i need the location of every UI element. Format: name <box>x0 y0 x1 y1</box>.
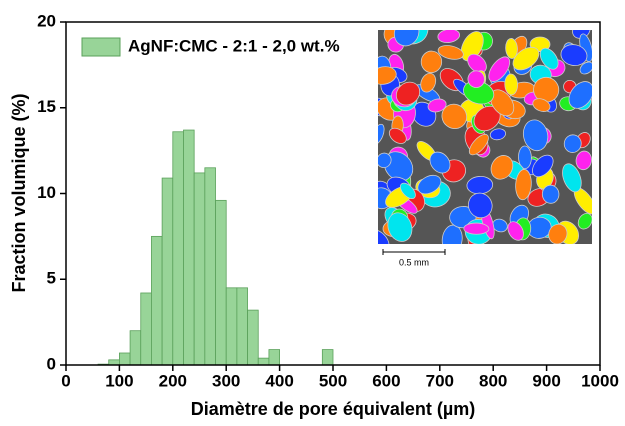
histogram-bar <box>236 287 248 366</box>
histogram-bar <box>215 199 227 366</box>
histogram-bar <box>225 287 238 366</box>
x-tick-label: 800 <box>479 371 507 390</box>
x-tick-label: 100 <box>105 371 133 390</box>
inset-grain <box>429 151 451 174</box>
x-axis-title: Diamètre de pore équivalent (µm) <box>191 399 475 419</box>
histogram-bar <box>204 167 216 366</box>
inset-grain <box>541 184 560 204</box>
y-tick-label: 10 <box>37 183 56 202</box>
inset-grain <box>563 134 582 153</box>
inset-grain <box>522 119 549 152</box>
inset-grain <box>488 56 511 82</box>
x-tick-label: 900 <box>532 371 560 390</box>
inset-grain <box>378 123 385 145</box>
inset-grain <box>512 46 540 71</box>
inset-grain <box>395 81 421 106</box>
inset-grain <box>437 45 464 60</box>
histogram-bar <box>129 330 142 366</box>
histogram-bar <box>140 292 152 366</box>
inset-grain <box>560 44 588 66</box>
y-tick-label: 15 <box>37 97 56 116</box>
inset-grain <box>518 145 532 170</box>
inset-grain <box>490 155 514 180</box>
histogram-bar <box>161 177 174 366</box>
histogram-bar <box>151 235 163 366</box>
x-tick-label: 1000 <box>581 371 619 390</box>
inset-grain <box>468 133 489 156</box>
inset-grain <box>417 174 442 195</box>
y-axis-title: Fraction volumique (%) <box>9 93 29 292</box>
legend-swatch <box>81 37 121 57</box>
inset-grain <box>505 38 518 59</box>
inset-grain <box>460 31 484 62</box>
inset-grain <box>467 70 485 89</box>
x-tick-label: 600 <box>372 371 400 390</box>
inset-grain <box>532 154 554 178</box>
x-tick-label: 500 <box>319 371 347 390</box>
y-tick-label: 20 <box>37 11 56 30</box>
histogram-bar <box>268 349 281 366</box>
inset-grain <box>393 30 420 47</box>
inset-grain <box>378 66 397 85</box>
inset-grain <box>420 50 443 74</box>
x-tick-label: 0 <box>61 371 70 390</box>
histogram-bar <box>119 352 131 366</box>
inset-grain <box>532 98 551 112</box>
inset-grain <box>387 212 413 242</box>
legend-label: AgNF:CMC - 2:1 - 2,0 wt.% <box>128 36 340 55</box>
inset-grain <box>515 169 532 201</box>
histogram-bar <box>321 349 334 366</box>
inset-grain <box>579 61 592 75</box>
inset-grain <box>437 30 461 43</box>
x-tick-label: 400 <box>265 371 293 390</box>
histogram-bar <box>183 129 195 366</box>
inset-grain <box>575 150 592 171</box>
inset-grain <box>463 222 490 235</box>
histogram-bar <box>257 357 270 366</box>
inset-grain <box>399 182 416 200</box>
inset-grain <box>489 128 507 141</box>
inset-grain <box>548 223 568 244</box>
inset-image <box>378 30 592 244</box>
inset-grain <box>467 192 493 219</box>
inset-grain <box>577 212 592 230</box>
inset-grain <box>378 152 392 169</box>
scale-label: 0.5 mm <box>399 257 429 267</box>
inset-grain <box>427 98 447 113</box>
inset-grain <box>562 163 582 193</box>
inset-grain <box>441 103 468 130</box>
inset-grain <box>378 229 390 244</box>
histogram-bar <box>108 359 120 366</box>
histogram-bar <box>172 131 184 366</box>
histogram-bar <box>247 309 259 366</box>
x-tick-label: 200 <box>159 371 187 390</box>
inset-grain <box>388 127 407 144</box>
histogram-bar <box>193 172 206 366</box>
inset-grain <box>467 53 487 74</box>
inset-grain <box>539 47 559 70</box>
y-tick-label: 0 <box>47 354 56 373</box>
x-tick-label: 700 <box>426 371 454 390</box>
inset-grain <box>507 221 524 241</box>
y-tick-label: 5 <box>47 269 56 288</box>
inset-grain <box>420 72 437 93</box>
inset-grain <box>568 81 592 109</box>
inset-grain <box>504 73 518 96</box>
x-tick-label: 300 <box>212 371 240 390</box>
